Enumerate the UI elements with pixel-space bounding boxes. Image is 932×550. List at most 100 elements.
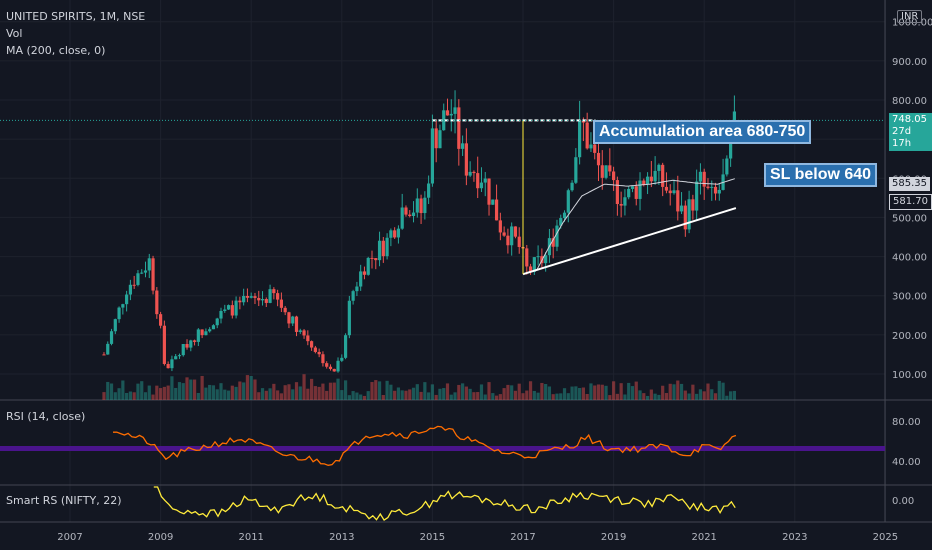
- volume-bar: [393, 390, 397, 400]
- volume-bar: [430, 384, 434, 400]
- volume-bar: [634, 381, 638, 400]
- volume-bar: [676, 380, 680, 400]
- accumulation-annotation[interactable]: Accumulation area 680-750: [593, 120, 812, 144]
- currency-button[interactable]: INR: [897, 10, 923, 23]
- candle-body: [706, 186, 710, 188]
- candle-body: [615, 180, 619, 205]
- volume-bar: [238, 381, 242, 400]
- candle-body: [400, 207, 404, 229]
- volume-bar: [340, 390, 344, 400]
- volume-bar: [204, 387, 208, 400]
- volume-bar: [396, 387, 401, 400]
- volume-bar: [562, 388, 567, 400]
- candle-body: [389, 230, 393, 238]
- volume-bar: [615, 393, 619, 400]
- volume-bar: [400, 390, 404, 400]
- stop-loss-annotation[interactable]: SL below 640: [764, 163, 878, 187]
- volume-bar: [540, 382, 544, 400]
- volume-bar: [710, 389, 714, 400]
- symbol-title[interactable]: UNITED SPIRITS, 1M, NSE: [6, 10, 146, 23]
- candle-body: [411, 212, 416, 217]
- ma-indicator-label[interactable]: MA (200, close, 0): [6, 44, 106, 57]
- candle-body: [181, 344, 185, 356]
- candle-body: [510, 226, 514, 246]
- candle-body: [461, 143, 465, 149]
- candle-body: [408, 214, 412, 217]
- candle-body: [427, 183, 431, 198]
- time-tick-label: 2013: [329, 532, 354, 543]
- volume-indicator-label[interactable]: Vol: [6, 27, 23, 40]
- candle-body: [151, 258, 155, 291]
- volume-bar: [276, 390, 280, 400]
- volume-bar: [143, 392, 148, 400]
- candle-body: [174, 356, 178, 360]
- candle-body: [381, 240, 385, 257]
- last-price-value: 748.05: [892, 114, 927, 125]
- candle-body: [585, 122, 589, 149]
- volume-bar: [664, 393, 669, 400]
- volume-bar: [351, 391, 355, 400]
- volume-bar: [449, 394, 453, 400]
- candle-body: [121, 304, 125, 308]
- candle-body: [574, 157, 578, 183]
- candle-body: [374, 258, 378, 261]
- price-tick-label: 200.00: [892, 331, 927, 342]
- candle-body: [143, 270, 148, 273]
- candle-body: [196, 329, 200, 342]
- volume-bar: [702, 391, 706, 400]
- rsi-tick-label: 80.00: [892, 417, 921, 428]
- volume-bar: [136, 383, 140, 400]
- volume-bar: [159, 388, 163, 400]
- candle-body: [423, 197, 427, 214]
- candle-body: [404, 207, 408, 215]
- price-tick-label: 400.00: [892, 253, 927, 264]
- candle-body: [117, 307, 121, 320]
- candle-body: [268, 289, 272, 303]
- candle-body: [717, 189, 721, 194]
- candle-body: [102, 354, 106, 356]
- volume-bar: [196, 393, 200, 400]
- candle-body: [347, 300, 351, 336]
- smart-rs-line: [153, 486, 736, 522]
- time-tick-label: 2009: [148, 532, 173, 543]
- volume-bar: [362, 395, 367, 400]
- volume-bar: [559, 393, 563, 400]
- candle-body: [555, 225, 559, 247]
- volume-bar: [166, 385, 170, 400]
- candle-body: [449, 113, 453, 116]
- candle-body: [679, 205, 684, 212]
- volume-bar: [291, 389, 295, 400]
- volume-bar: [272, 383, 276, 400]
- volume-bar: [185, 377, 189, 400]
- volume-bar: [627, 382, 631, 400]
- volume-bar: [521, 393, 525, 400]
- volume-bar: [162, 386, 166, 400]
- candle-body: [672, 190, 676, 194]
- volume-bar: [434, 394, 438, 400]
- candle-body: [106, 343, 110, 355]
- candle-body: [200, 329, 204, 336]
- volume-bar: [328, 382, 333, 400]
- candle-body: [325, 363, 329, 367]
- candle-body: [302, 330, 306, 336]
- volume-bar: [453, 392, 457, 400]
- candle-body: [257, 297, 261, 301]
- candle-body: [600, 165, 604, 178]
- volume-bar: [298, 386, 302, 400]
- candle-body: [260, 299, 265, 301]
- candle-body: [272, 289, 276, 294]
- volume-bar: [721, 382, 725, 400]
- candle-body: [729, 141, 733, 159]
- rsi-label[interactable]: RSI (14, close): [6, 410, 86, 423]
- volume-bar: [208, 384, 212, 400]
- smart-rs-label[interactable]: Smart RS (NIFTY, 22): [6, 494, 122, 507]
- candle-body: [664, 186, 669, 191]
- volume-bar: [336, 378, 340, 400]
- volume-bar: [294, 382, 299, 400]
- candle-body: [502, 232, 506, 236]
- candle-body: [725, 158, 729, 175]
- volume-bar: [389, 384, 393, 400]
- rsi-tick-label: 40.00: [892, 457, 921, 468]
